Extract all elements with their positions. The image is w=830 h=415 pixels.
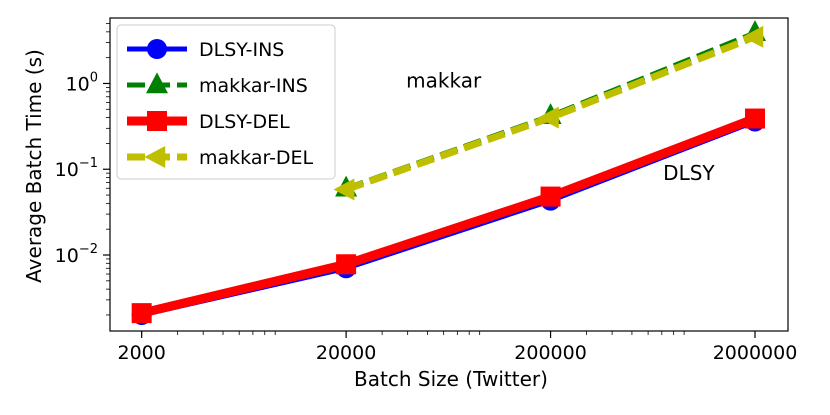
x-tick-label: 2000000	[713, 342, 798, 364]
annotation-makkar: makkar	[406, 68, 482, 92]
legend-marker	[144, 146, 166, 168]
legend: DLSY-INS makkar-INS DLSY-DEL makkar-DEL	[116, 24, 336, 180]
data-point-dlsy-del	[131, 303, 152, 324]
series-layer	[131, 20, 767, 325]
data-point-makkar-del	[537, 106, 559, 129]
legend-label: makkar-INS	[199, 75, 308, 97]
legend-box	[116, 24, 336, 180]
x-tick-label: 20000	[316, 342, 376, 364]
legend-label: makkar-DEL	[199, 147, 314, 169]
x-tick-label: 2000	[117, 342, 165, 364]
data-point-makkar-del	[333, 178, 355, 201]
legend-marker	[147, 111, 167, 131]
y-tick-label: 100	[66, 70, 98, 95]
data-point-dlsy-del	[336, 254, 357, 275]
series-line-dlsy-del	[140, 114, 757, 318]
y-tick-label: 10−2	[55, 242, 98, 267]
x-tick-label: 200000	[514, 342, 587, 364]
legend-entry-dlsy-ins: DLSY-INS	[127, 39, 284, 61]
legend-entry-makkar-ins: makkar-INS	[127, 72, 308, 97]
annotation-layer: makkar DLSY	[406, 68, 715, 185]
legend-entry-dlsy-del: DLSY-DEL	[127, 111, 290, 133]
data-point-dlsy-del	[745, 108, 766, 129]
x-axis-label: Batch Size (Twitter)	[354, 367, 548, 391]
axes-layer: 2000 20000 200000 2000000 10−2 10−1 100	[55, 17, 798, 364]
legend-marker	[147, 39, 167, 59]
data-point-makkar-del	[742, 25, 764, 48]
data-point-dlsy-del	[540, 186, 561, 207]
y-axis-label: Average Batch Time (s)	[22, 49, 46, 283]
legend-marker	[146, 72, 168, 94]
y-tick-label: 10−1	[55, 156, 98, 181]
series-dlsy-del	[131, 108, 766, 324]
legend-label: DLSY-INS	[199, 39, 284, 61]
plot-frame	[109, 17, 789, 332]
series-makkar-del	[333, 25, 764, 201]
annotation-dlsy: DLSY	[663, 161, 715, 185]
legend-label: DLSY-DEL	[199, 111, 290, 133]
legend-entry-makkar-del: makkar-DEL	[127, 146, 314, 169]
